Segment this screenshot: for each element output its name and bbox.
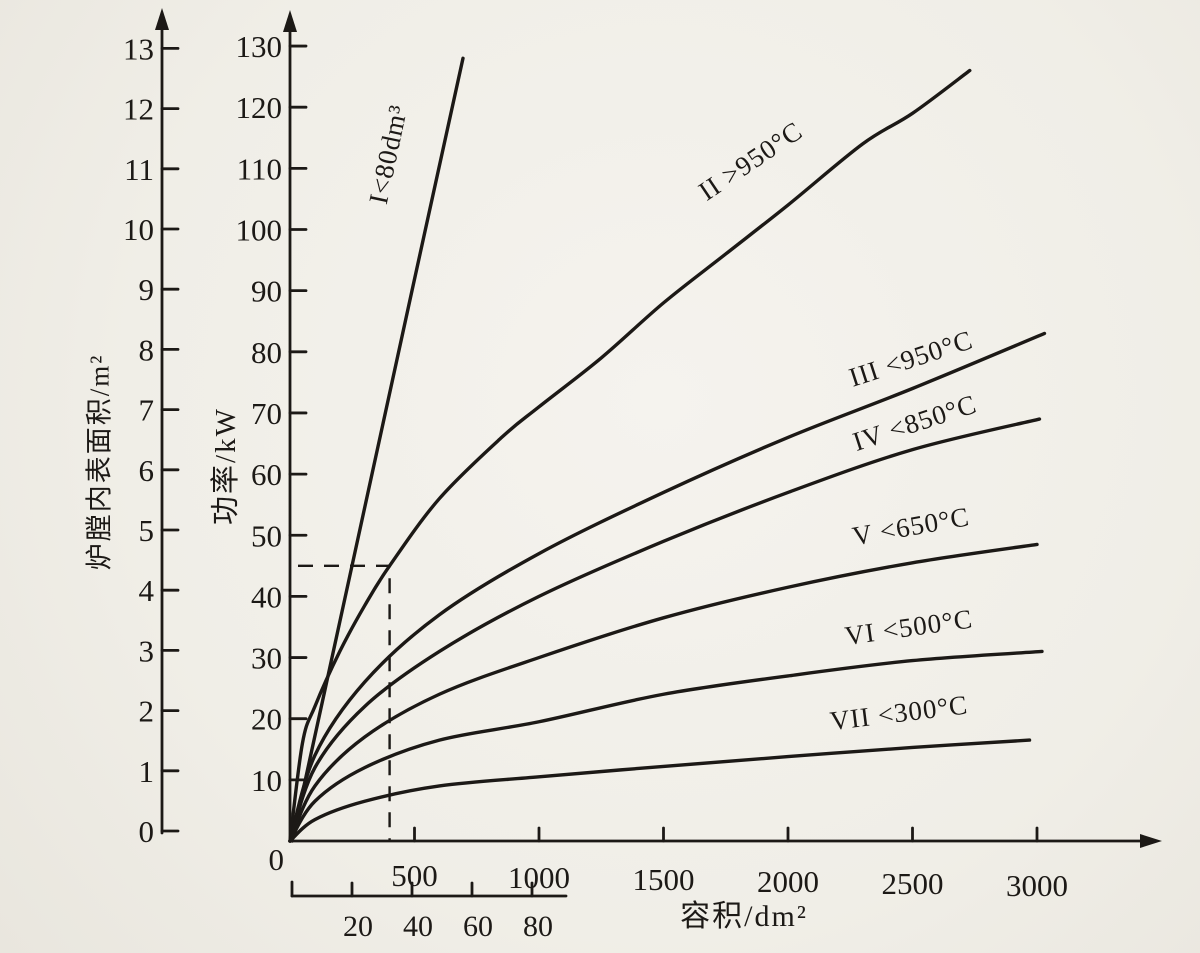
secondary-tick-label-40: 40 [403, 910, 433, 943]
curve-VI [288, 649, 1044, 843]
curve-label-VII: VII <300°C [828, 689, 969, 736]
curve-III [288, 331, 1047, 843]
area-tick-label-7: 7 [139, 393, 155, 428]
curve-V [288, 542, 1039, 843]
area-axis-title: 炉膛内表面积/m² [84, 353, 115, 571]
area-tick-label-2: 2 [139, 694, 155, 729]
curve-IV [288, 417, 1042, 843]
area-tick-label-10: 10 [123, 212, 154, 247]
area-tick-label-5: 5 [139, 513, 155, 548]
secondary-tick-label-80: 80 [523, 910, 553, 943]
power-tick-label-30: 30 [251, 641, 282, 676]
power-tick-label-110: 110 [237, 151, 282, 186]
power-tick-label-80: 80 [251, 335, 282, 370]
area-tick-label-4: 4 [139, 573, 155, 608]
origin-label: 0 [269, 842, 285, 877]
volume-tick-label-500: 500 [391, 858, 438, 893]
volume-axis-title: 容积/dm² [680, 900, 808, 933]
area-tick-label-3: 3 [139, 633, 155, 668]
area-tick-label-9: 9 [139, 272, 155, 307]
curve-label-V: V <650°C [850, 501, 972, 551]
curve-label-IV: IV <850°C [849, 389, 980, 457]
area-tick-label-6: 6 [139, 453, 155, 488]
area-tick-label-0: 0 [139, 814, 155, 849]
volume-tick-label-1500: 1500 [633, 862, 695, 897]
power-tick-label-10: 10 [251, 763, 282, 798]
power-axis-title: 功率/kW [210, 407, 242, 525]
area-tick-label-11: 11 [124, 152, 154, 187]
curve-II [288, 68, 972, 843]
area-tick-label-12: 12 [123, 92, 154, 127]
curve-VII [288, 738, 1032, 843]
power-tick-label-100: 100 [236, 213, 283, 248]
secondary-tick-label-60: 60 [463, 910, 493, 943]
area-tick-label-8: 8 [139, 332, 155, 367]
secondary-tick-label-20: 20 [343, 910, 373, 943]
curve-I [290, 56, 465, 843]
curve-label-I: I<80dm³ [363, 102, 413, 207]
volume-tick-label-1000: 1000 [508, 860, 570, 895]
curve-label-III: III <950°C [845, 324, 976, 392]
volume-tick-label-2000: 2000 [757, 864, 819, 899]
curve-label-II: II >950°C [693, 115, 808, 206]
power-tick-label-90: 90 [251, 274, 282, 309]
power-tick-label-60: 60 [251, 457, 282, 492]
power-tick-label-50: 50 [251, 518, 282, 553]
power-tick-label-130: 130 [236, 29, 283, 64]
power-tick-label-20: 20 [251, 702, 282, 737]
area-tick-label-13: 13 [123, 31, 154, 66]
power-tick-label-40: 40 [251, 579, 282, 614]
power-tick-label-70: 70 [251, 396, 282, 431]
curve-label-VI: VI <500°C [843, 603, 975, 651]
power-axis-arrow [283, 10, 297, 32]
volume-tick-label-3000: 3000 [1006, 868, 1068, 903]
area-tick-label-1: 1 [139, 754, 155, 789]
volume-tick-label-2500: 2500 [882, 866, 944, 901]
power-tick-label-120: 120 [236, 90, 283, 125]
volume-axis-arrow [1140, 834, 1162, 848]
area-axis-arrow [155, 8, 169, 30]
